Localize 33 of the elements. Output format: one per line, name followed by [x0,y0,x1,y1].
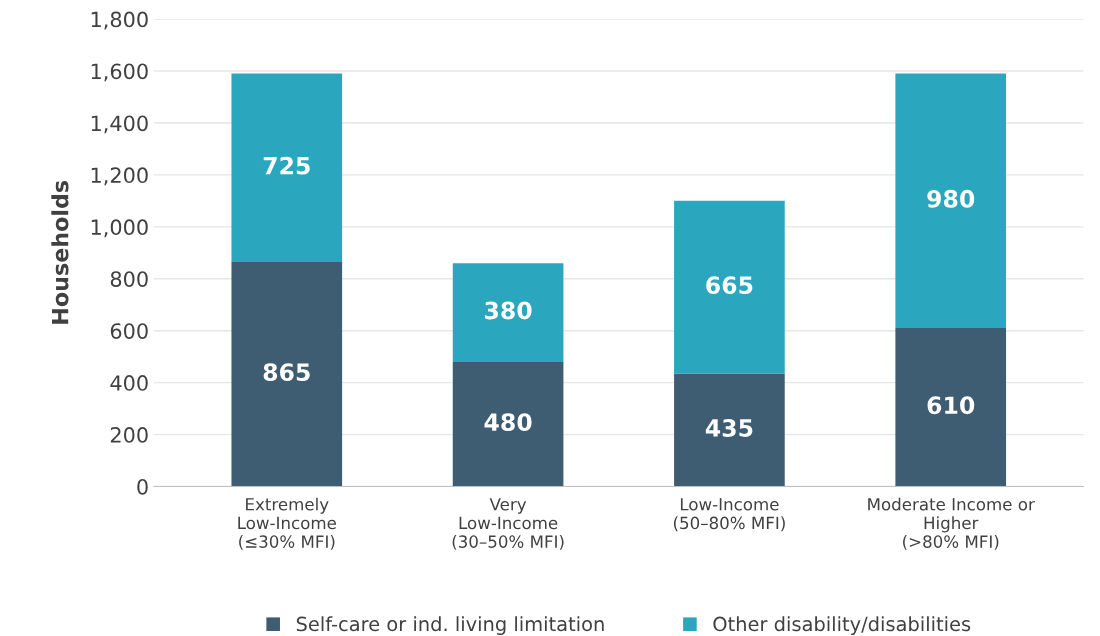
bar [895,328,1007,487]
bar [674,200,785,374]
x-tick-label: Low-Income (50–80% MFI) [673,498,785,532]
y-tick-label: 0 [137,478,148,495]
y-tick-label: 1,400 [91,115,148,134]
y-tick-label: 1,200 [91,167,148,186]
data-label: 380 [485,301,532,320]
bar [452,361,564,487]
y-tick-label: 800 [110,271,148,287]
y-tick-label: 600 [110,323,148,339]
data-label: 610 [927,396,975,415]
y-tick-label: 400 [110,375,148,391]
bar [231,73,343,262]
y-tick-label: 200 [110,427,148,443]
y-tick-label: 1,600 [91,63,148,82]
legend-label: Self-care or ind. living limitation [296,616,604,636]
data-label: 480 [484,413,532,432]
data-label: 980 [927,189,975,208]
y-tick-label: 1,000 [91,219,148,238]
data-label: 865 [263,363,310,382]
legend-label: Other disability/disabilities [713,616,971,636]
x-tick-label: Extremely Low-Income (≤30% MFI) [238,497,336,550]
bar [452,263,564,362]
bar [674,373,785,487]
bar [895,73,1007,329]
x-tick-label: Moderate Income or Higher (>80% MFI) [868,497,1035,550]
data-label: 665 [706,276,753,295]
data-label: 725 [263,156,310,175]
bar [231,261,343,487]
data-label: 435 [705,419,753,437]
y-tick-label: 1,800 [91,11,148,30]
x-tick-label: Very Low-Income (30–50% MFI) [452,498,564,550]
y-axis-title: Households [51,180,69,324]
